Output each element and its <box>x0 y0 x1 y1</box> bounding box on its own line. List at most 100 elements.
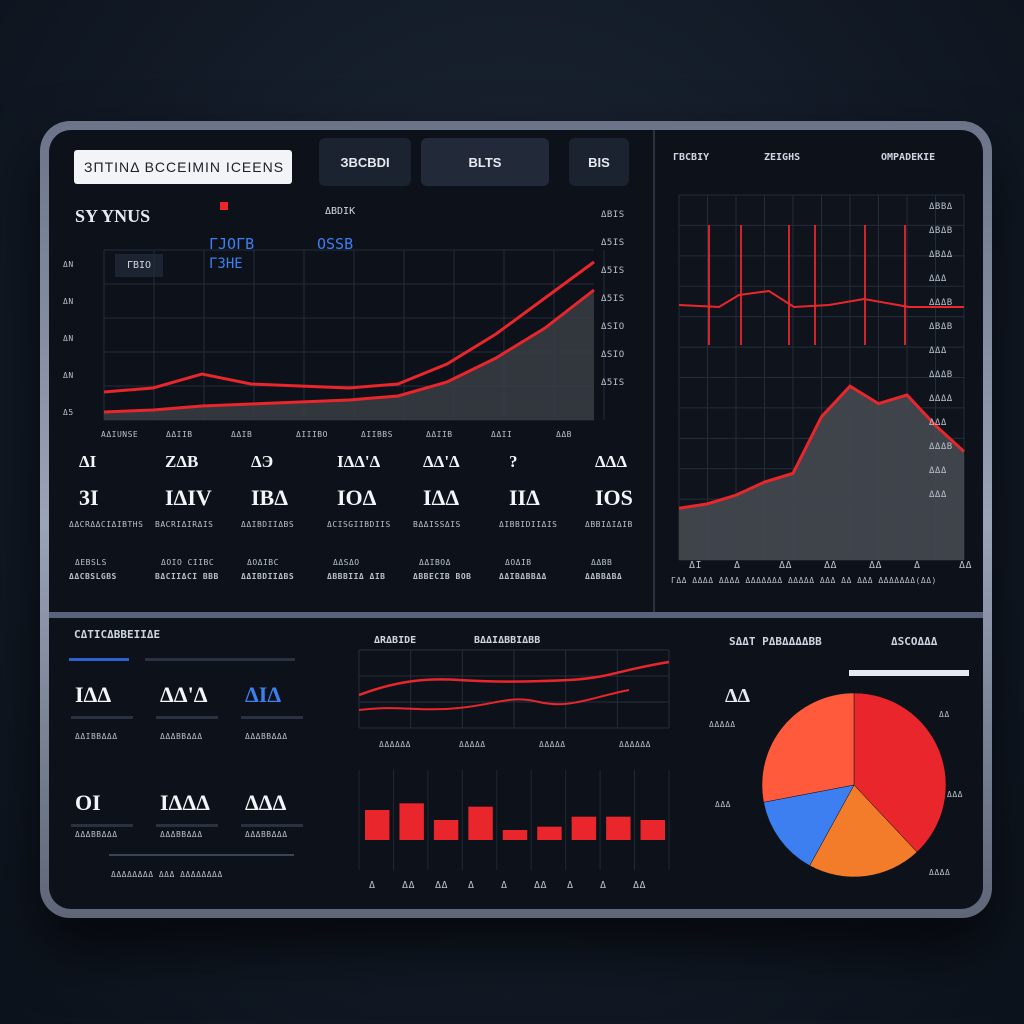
side-x-tick: ΔΔ <box>779 560 793 571</box>
mid-x-tick: ΔΔ <box>633 880 647 891</box>
bar <box>433 820 459 840</box>
kpi-foot2: ΔΔIBDIIΔBS <box>241 572 295 581</box>
mid-series-2 <box>358 689 630 711</box>
kpi-foot2: ΔΔBBΔBΔ <box>585 572 623 581</box>
rule-line <box>145 658 295 661</box>
kpi-top: ZΔB <box>165 452 199 471</box>
mid-x-tick: Δ <box>369 880 376 891</box>
bar <box>399 803 424 840</box>
bottom-mid-title-left: ΔRΔBIDE <box>374 635 417 646</box>
main-chart-subtitle: ΔBDIK <box>325 206 356 217</box>
x-tick: ΔIIBBS <box>361 430 393 439</box>
mid-series-1 <box>358 660 670 697</box>
mid-x-tick: ΔΔ <box>534 880 548 891</box>
pie-label-d: ΔΔΔ <box>715 800 731 809</box>
side-x-tick: ΔΔ <box>824 560 838 571</box>
side-tick: ΔBBΔ <box>929 202 953 212</box>
x-tick: ΔIIIBO <box>296 430 328 439</box>
main-chart-badge: ΓBIO <box>115 254 164 277</box>
kpi-value: IIΔ <box>509 485 540 510</box>
kpi-value: IOS <box>595 485 633 510</box>
tab-3[interactable]: BIS <box>569 138 629 186</box>
series-line-1 <box>103 288 595 414</box>
kpi-foot: ΔΔBB <box>591 558 613 567</box>
y-tick-right: ΔSIO <box>601 350 625 360</box>
kpi-value: IBΔ <box>251 485 289 510</box>
side-tick: ΔΔΔ <box>929 466 947 476</box>
tab-1[interactable]: ЗBCBDI <box>319 138 411 186</box>
search-input[interactable]: ЗΠTINΔ BCCEIMIN ICEENS <box>74 150 292 184</box>
kpi-top: ΔЭ <box>251 452 274 471</box>
y-tick-left: ΔN <box>63 371 74 380</box>
kpi-foot: ΔOIO CIIBC <box>161 558 215 567</box>
bl-kpi-value: ΔΔΔ <box>245 790 287 815</box>
bar <box>365 810 390 840</box>
side-line-chart <box>678 194 966 561</box>
mid-label: ΔΔΔΔΔ <box>459 740 486 749</box>
section-divider <box>49 612 983 618</box>
y-tick-right: Δ5IS <box>601 266 625 276</box>
kpi-caption: ΔCISGIIBDIIS <box>327 520 391 529</box>
mid-x-tick: Δ <box>468 880 475 891</box>
right-tab-1[interactable]: ΓBCBIY <box>673 152 710 163</box>
alert-icon <box>220 202 228 210</box>
kpi-top: ΔI <box>79 452 97 471</box>
kpi-top: ΔΔ'Δ <box>423 452 460 471</box>
side-area <box>679 386 964 560</box>
mid-x-tick: ΔΔ <box>435 880 449 891</box>
y-tick-right: Δ5IS <box>601 378 625 388</box>
accent-bar <box>69 658 129 661</box>
x-tick: ΔΔIB <box>231 430 253 439</box>
side-tick: ΔΔΔB <box>929 370 953 380</box>
pie-slice <box>853 692 947 853</box>
side-tick: ΔBΔΔ <box>929 250 953 260</box>
bottom-left-title: CΔTICΔBBEIIΔE <box>74 628 161 641</box>
kpi-caption: BΔΔISSΔIS <box>413 520 461 529</box>
side-tick: ΔBΔB <box>929 226 953 236</box>
mid-label: ΔΔΔΔΔΔ <box>379 740 411 749</box>
bl-kpi-value: OI <box>75 790 101 815</box>
kpi-foot2: ΔBBECIB BOB <box>413 572 472 581</box>
y-tick-left: ΔN <box>63 297 74 306</box>
kpi-foot2: ΔΔIBΔBBΔΔ <box>499 572 547 581</box>
right-tab-3[interactable]: OMPADEKIE <box>881 152 936 163</box>
mid-x-tick: ΔΔ <box>402 880 416 891</box>
kpi-caption: BACRIΔIRΔIS <box>155 520 214 529</box>
side-tick: ΔΔΔΔ <box>929 394 953 404</box>
side-tick: ΔΔΔ <box>929 274 947 284</box>
progress-bar <box>849 670 969 676</box>
kpi-value: IΔΔ <box>423 485 460 510</box>
kpi-foot: ΔOΔIBC <box>247 558 279 567</box>
mid-x-tick: Δ <box>501 880 508 891</box>
side-x-tick: Δ <box>734 560 741 571</box>
upper-series <box>678 289 964 309</box>
bl-rule <box>241 716 303 719</box>
bottom-mid-title-right: BΔΔIΔBBIΔBB <box>474 635 541 646</box>
bar <box>468 806 493 840</box>
side-tick: ΔΔΔ <box>929 418 947 428</box>
side-x-tick: ΔΔ <box>869 560 883 571</box>
tab-2[interactable]: BLTS <box>421 138 549 186</box>
series-line-0 <box>103 260 595 394</box>
bl-rule <box>71 824 133 827</box>
kpi-value: IΔIV <box>165 485 212 510</box>
kpi-foot: ΔΔSΔO <box>333 558 360 567</box>
bar <box>606 816 631 840</box>
kpi-foot: ΔOΔIB <box>505 558 532 567</box>
bar <box>537 826 562 840</box>
bl-kpi-value: IΔΔΔ <box>160 790 210 815</box>
bottom-right-title-right: ΔSCOΔΔΔ <box>891 635 938 648</box>
right-tab-2[interactable]: ZEIGHS <box>764 152 801 163</box>
bottom-right-title-left: SΔΔT PΔBΔΔΔΔBB <box>729 635 822 648</box>
bl-kpi-caption: ΔΔΔBBΔΔΔ <box>160 830 203 839</box>
pie-label-c: ΔΔΔ <box>947 790 963 799</box>
bottom-left-footer: ΔΔΔΔΔΔΔΔ ΔΔΔ ΔΔΔΔΔΔΔΔ <box>111 870 223 879</box>
bl-rule <box>71 716 133 719</box>
pie-slice <box>761 692 855 803</box>
side-tick: ΔBΔB <box>929 322 953 332</box>
x-tick: AΔIUNSE <box>101 430 139 439</box>
kpi-foot: ΔΔIBOΔ <box>419 558 451 567</box>
kpi-caption: ΔΔCRΔΔCIΔIBTHS <box>69 520 144 529</box>
kpi-top: ΔΔΔ <box>595 452 627 471</box>
kpi-foot2: BΔCIIΔCI BBB <box>155 572 219 581</box>
